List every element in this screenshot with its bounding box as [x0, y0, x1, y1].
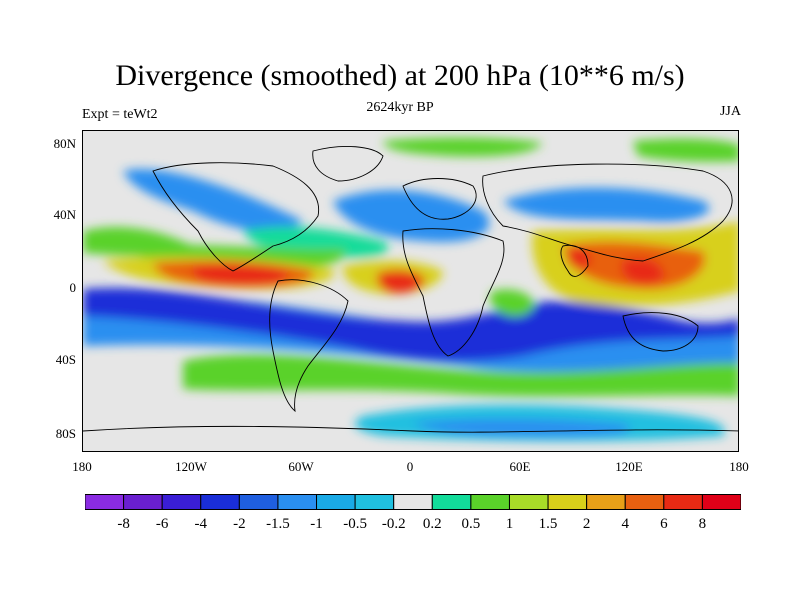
colorbar-box-3: [200, 494, 240, 510]
colorbar-label: -6: [155, 516, 169, 532]
colorbar-box-7: [354, 494, 395, 510]
south-china-sea-max: [620, 257, 665, 285]
colorbar-label: -8: [117, 516, 130, 532]
colorbar-label: -1.5: [266, 516, 290, 532]
experiment-label: Expt = teWt2: [82, 107, 158, 122]
eurasia-convergence: [503, 187, 710, 222]
indian-ocean-divergence: [489, 289, 535, 317]
south-america-coast: [269, 279, 349, 413]
colorbar-label: 1: [505, 516, 514, 532]
season-label: JJA: [719, 104, 741, 119]
colorbar: [85, 494, 741, 510]
colorbar-box-5: [277, 494, 318, 510]
antarctic-convergence: [413, 418, 631, 437]
north-pacific-convergence: [123, 169, 303, 232]
lon-tick-0: 0: [406, 459, 414, 474]
lat-tick-40n: 40N: [53, 207, 76, 222]
lat-tick-80s: 80S: [55, 426, 76, 441]
map-canvas: [83, 131, 738, 451]
lon-tick-60e: 60E: [509, 459, 531, 474]
colorbar-box-8: [393, 494, 433, 510]
colorbar-label: 6: [660, 516, 668, 532]
colorbar-label: -1: [310, 516, 323, 532]
india-coast: [560, 244, 589, 277]
central-american-max: [192, 264, 288, 287]
arctic-divergence: [383, 137, 543, 157]
plot-title: Divergence (smoothed) at 200 hPa (10**6 …: [115, 59, 685, 92]
antarctica-coast: [83, 425, 738, 433]
colorbar-box-2: [161, 494, 202, 510]
colorbar-box-16: [701, 494, 741, 510]
lon-tick-60w: 60W: [288, 459, 314, 474]
coastlines: [83, 146, 738, 433]
asia-coast: [482, 163, 733, 262]
lon-tick-180e: 180: [729, 459, 749, 474]
colorbar-box-9: [431, 494, 472, 510]
australia-coast: [622, 312, 699, 352]
lat-tick-80n: 80N: [53, 136, 76, 151]
divergence-map: [82, 130, 739, 452]
colorbar-box-6: [316, 494, 356, 510]
lon-tick-120w: 120W: [175, 459, 207, 474]
lat-tick-0: 0: [69, 280, 77, 295]
europe-coast: [402, 178, 477, 220]
time-label: 2624kyr BP: [366, 100, 434, 115]
north-america-coast: [152, 162, 320, 272]
north-asia-divergence: [633, 138, 738, 162]
greenland-coast: [312, 146, 384, 182]
colorbar-box-4: [238, 494, 279, 510]
colorbar-box-10: [470, 494, 510, 510]
colorbar-box-0: [85, 494, 125, 510]
colorbar-label: 2: [582, 516, 591, 532]
southern-midlatitude-divergence: [183, 354, 738, 397]
colorbar-label: -0.2: [381, 516, 406, 532]
colorbar-box-13: [586, 494, 626, 510]
colorbar-label: -2: [233, 516, 246, 532]
colorbar-label: 1.5: [538, 516, 558, 532]
colorbar-label: -4: [194, 516, 208, 532]
lon-tick-120e: 120E: [615, 459, 643, 474]
lon-tick-180w: 180: [72, 459, 92, 474]
colorbar-box-12: [547, 494, 588, 510]
colorbar-box-1: [123, 494, 163, 510]
colorbar-label: 4: [621, 516, 629, 532]
colorbar-box-11: [508, 494, 549, 510]
africa-coast: [402, 228, 505, 357]
lat-tick-40s: 40S: [55, 352, 76, 367]
colorbar-box-15: [663, 494, 703, 510]
colorbar-label: 0.5: [461, 516, 481, 532]
colorbar-label: 0.2: [422, 516, 442, 532]
colorbar-label: 8: [698, 516, 707, 532]
colorbar-label: -0.5: [343, 516, 367, 532]
colorbar-box-14: [624, 494, 665, 510]
tropical-convergence-band: [83, 287, 738, 362]
